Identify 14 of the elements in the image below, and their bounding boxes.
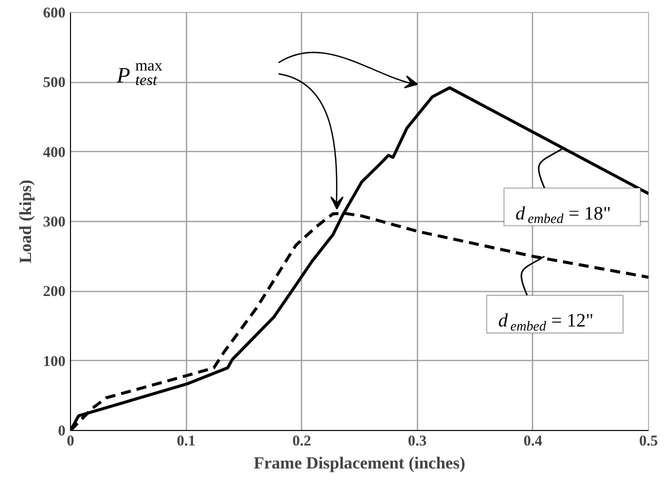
y-tick-label: 500: [43, 75, 66, 92]
y-tick-label: 100: [43, 354, 66, 370]
x-tick-label: 0.5: [639, 434, 658, 450]
y-tick-label: 400: [43, 144, 66, 161]
x-tick-label: 0.4: [524, 434, 543, 450]
y-tick-label: 300: [43, 214, 66, 230]
y-axis-title: Load (kips): [16, 180, 35, 264]
x-tick-label: 0.2: [292, 434, 312, 450]
x-tick-label: 0.1: [176, 434, 196, 450]
y-tick-label: 600: [43, 6, 66, 22]
x-tick-label: 0.3: [408, 434, 427, 450]
x-axis-title: Frame Displacement (inches): [254, 454, 466, 472]
y-tick-label: 200: [43, 284, 66, 300]
y-tick-label: 0: [58, 424, 66, 440]
